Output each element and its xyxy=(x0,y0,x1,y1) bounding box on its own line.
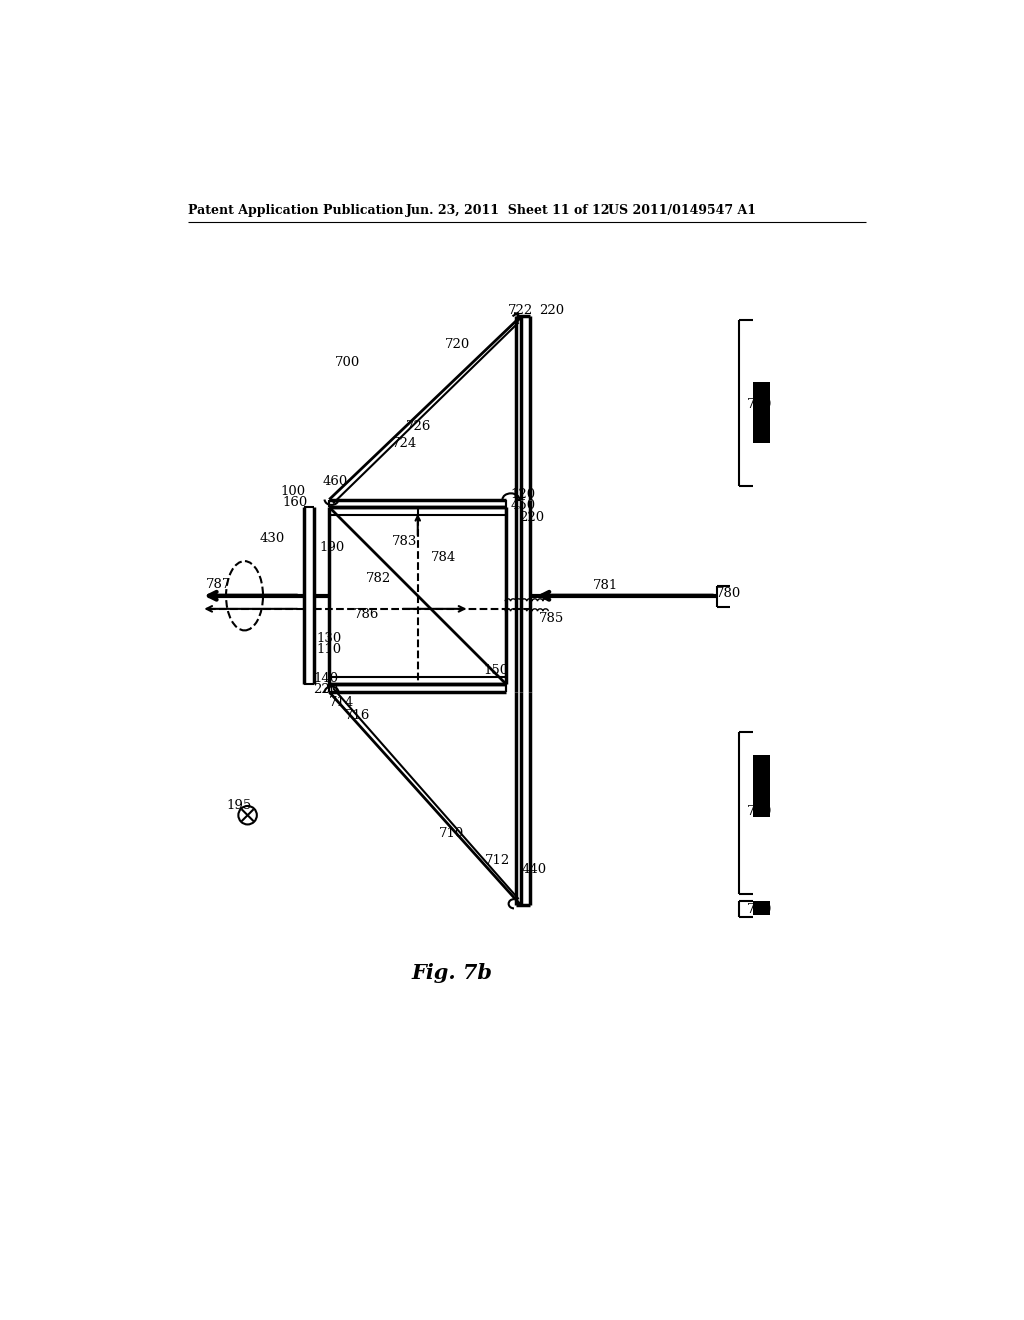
Text: Fig. 7b: Fig. 7b xyxy=(412,964,493,983)
Text: 730: 730 xyxy=(746,903,772,916)
Text: 787: 787 xyxy=(206,578,231,591)
Text: Patent Application Publication: Patent Application Publication xyxy=(188,205,403,218)
Text: 440: 440 xyxy=(521,863,547,876)
Text: 714: 714 xyxy=(330,696,354,709)
Text: 140: 140 xyxy=(313,672,339,685)
Bar xyxy=(753,900,770,915)
Text: 100: 100 xyxy=(281,484,306,498)
Text: 460: 460 xyxy=(323,475,348,488)
Text: 710: 710 xyxy=(438,828,464,841)
Text: 790: 790 xyxy=(746,399,772,412)
Text: 720: 720 xyxy=(444,338,470,351)
Text: 716: 716 xyxy=(345,709,370,722)
Text: 150: 150 xyxy=(483,664,508,677)
Text: 784: 784 xyxy=(431,550,456,564)
Text: 712: 712 xyxy=(484,854,510,867)
Text: 120: 120 xyxy=(510,488,536,502)
Text: 783: 783 xyxy=(392,536,418,548)
Text: 722: 722 xyxy=(508,305,534,317)
Text: 700: 700 xyxy=(335,356,359,370)
Text: 220: 220 xyxy=(313,684,338,696)
Text: 220: 220 xyxy=(518,511,544,524)
Text: 450: 450 xyxy=(510,499,536,512)
Text: 785: 785 xyxy=(539,611,564,624)
Text: 110: 110 xyxy=(316,643,341,656)
Text: 160: 160 xyxy=(283,496,307,510)
Text: 770: 770 xyxy=(746,805,772,818)
Text: 782: 782 xyxy=(366,572,391,585)
Text: 130: 130 xyxy=(316,631,341,644)
Text: US 2011/0149547 A1: US 2011/0149547 A1 xyxy=(608,205,756,218)
Text: 430: 430 xyxy=(260,532,285,545)
Text: 195: 195 xyxy=(226,799,252,812)
Bar xyxy=(753,381,770,444)
Text: 726: 726 xyxy=(407,420,431,433)
Text: 220: 220 xyxy=(539,305,564,317)
Text: 786: 786 xyxy=(354,607,379,620)
Text: 781: 781 xyxy=(593,579,617,593)
Text: 780: 780 xyxy=(716,587,741,601)
Text: Jun. 23, 2011  Sheet 11 of 12: Jun. 23, 2011 Sheet 11 of 12 xyxy=(407,205,610,218)
Text: 724: 724 xyxy=(392,437,418,450)
Text: 190: 190 xyxy=(319,541,344,554)
Bar xyxy=(753,755,770,817)
